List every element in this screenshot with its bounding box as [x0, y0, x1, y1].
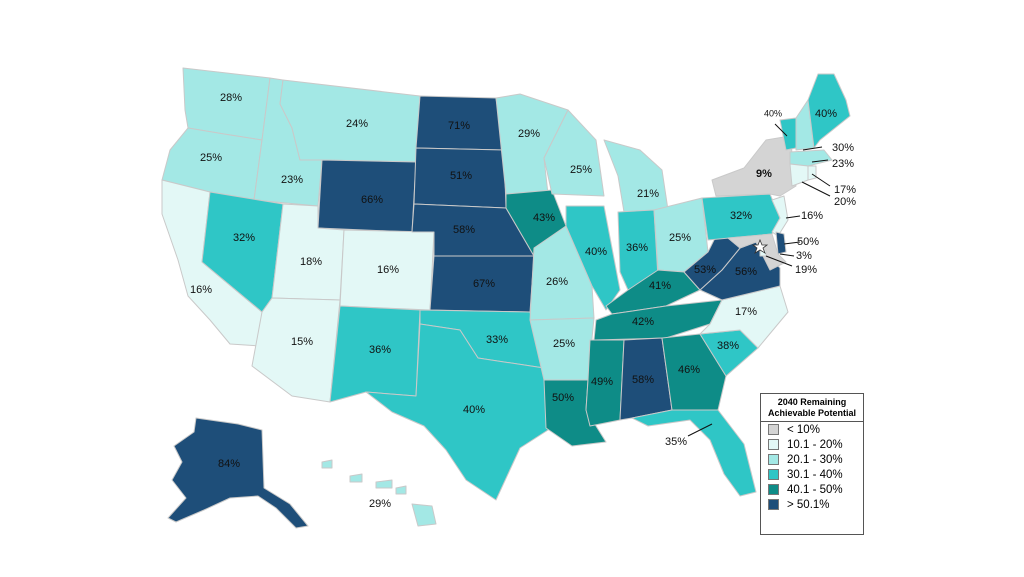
label-ny: 9% — [756, 168, 772, 180]
label-wi: 25% — [570, 164, 592, 176]
label-nv: 32% — [233, 232, 255, 244]
legend-label: 20.1 - 30% — [787, 453, 843, 466]
legend-title: 2040 Remaining Achievable Potential — [761, 394, 863, 422]
legend-swatch — [768, 439, 779, 450]
label-al: 58% — [632, 374, 654, 386]
legend-label: < 10% — [787, 423, 820, 436]
state-mi[interactable] — [603, 139, 669, 213]
state-wi[interactable] — [543, 109, 605, 197]
legend: 2040 Remaining Achievable Potential < 10… — [760, 393, 864, 535]
label-id: 23% — [281, 174, 303, 186]
leader-lines — [687, 123, 831, 437]
label-vt: 40% — [764, 108, 782, 118]
state-il[interactable] — [565, 205, 621, 311]
label-md: 3% — [796, 250, 812, 262]
legend-swatch — [768, 424, 779, 435]
label-wv: 53% — [694, 264, 716, 276]
label-de: 50% — [797, 236, 819, 248]
legend-item-1: 10.1 - 20% — [761, 437, 863, 452]
label-ma: 23% — [832, 158, 854, 170]
legend-swatch — [768, 499, 779, 510]
label-sc: 38% — [717, 340, 739, 352]
label-ri: 17% — [834, 184, 856, 196]
label-il: 40% — [585, 246, 607, 258]
state-ga[interactable] — [661, 333, 727, 411]
label-la: 50% — [552, 392, 574, 404]
label-az: 15% — [291, 336, 313, 348]
label-ga: 46% — [678, 364, 700, 376]
state-value-labels: 28% 25% 16% 23% 32% 24% 66% 18% 15% 16% … — [190, 92, 856, 510]
label-ca: 16% — [190, 284, 212, 296]
label-nj: 16% — [801, 210, 823, 222]
legend-item-2: 20.1 - 30% — [761, 452, 863, 467]
label-fl: 35% — [665, 436, 687, 448]
state-ak[interactable] — [167, 417, 309, 529]
legend-swatch — [768, 454, 779, 465]
label-hi: 29% — [369, 498, 391, 510]
legend-swatch — [768, 469, 779, 480]
state-md[interactable] — [727, 233, 787, 271]
legend-item-0: < 10% — [761, 422, 863, 437]
legend-label: 40.1 - 50% — [787, 483, 843, 496]
state-de[interactable] — [775, 231, 787, 255]
label-ok: 33% — [486, 334, 508, 346]
legend-item-4: 40.1 - 50% — [761, 482, 863, 497]
label-ut: 18% — [300, 256, 322, 268]
state-ny[interactable] — [711, 135, 797, 197]
label-ak: 84% — [218, 458, 240, 470]
state-ct[interactable] — [789, 163, 809, 187]
label-oh: 25% — [669, 232, 691, 244]
label-me: 40% — [815, 108, 837, 120]
label-mi: 21% — [637, 188, 659, 200]
state-hi[interactable] — [321, 459, 437, 527]
state-tx[interactable] — [365, 323, 549, 501]
label-nh: 30% — [832, 142, 854, 154]
label-va: 56% — [735, 266, 757, 278]
label-tn: 42% — [632, 316, 654, 328]
label-ct: 20% — [834, 196, 856, 208]
dc-star-icon — [751, 238, 769, 254]
legend-swatch — [768, 484, 779, 495]
legend-item-3: 30.1 - 40% — [761, 467, 863, 482]
label-nc: 17% — [735, 306, 757, 318]
label-co: 16% — [377, 264, 399, 276]
legend-item-5: > 50.1% — [761, 497, 863, 512]
label-in: 36% — [626, 242, 648, 254]
label-ks: 67% — [473, 278, 495, 290]
label-tx: 40% — [463, 404, 485, 416]
label-ky: 41% — [649, 280, 671, 292]
state-mo[interactable] — [529, 225, 595, 321]
label-wy: 66% — [361, 194, 383, 206]
state-ri[interactable] — [807, 165, 817, 181]
state-az[interactable] — [251, 297, 341, 403]
label-ar: 25% — [553, 338, 575, 350]
label-ne: 58% — [453, 224, 475, 236]
label-wa: 28% — [220, 92, 242, 104]
legend-label: 10.1 - 20% — [787, 438, 843, 451]
label-nd: 71% — [448, 120, 470, 132]
state-ma[interactable] — [789, 149, 833, 167]
legend-label: 30.1 - 40% — [787, 468, 843, 481]
label-nm: 36% — [369, 344, 391, 356]
label-ms: 49% — [591, 376, 613, 388]
label-dc: 19% — [795, 264, 817, 276]
state-fl[interactable] — [631, 409, 757, 497]
label-mn: 29% — [518, 128, 540, 140]
label-sd: 51% — [450, 170, 472, 182]
legend-label: > 50.1% — [787, 498, 830, 511]
label-ia: 43% — [533, 212, 555, 224]
label-pa: 32% — [730, 210, 752, 222]
label-mo: 26% — [546, 276, 568, 288]
state-me[interactable] — [807, 73, 851, 149]
label-or: 25% — [200, 152, 222, 164]
label-mt: 24% — [346, 118, 368, 130]
